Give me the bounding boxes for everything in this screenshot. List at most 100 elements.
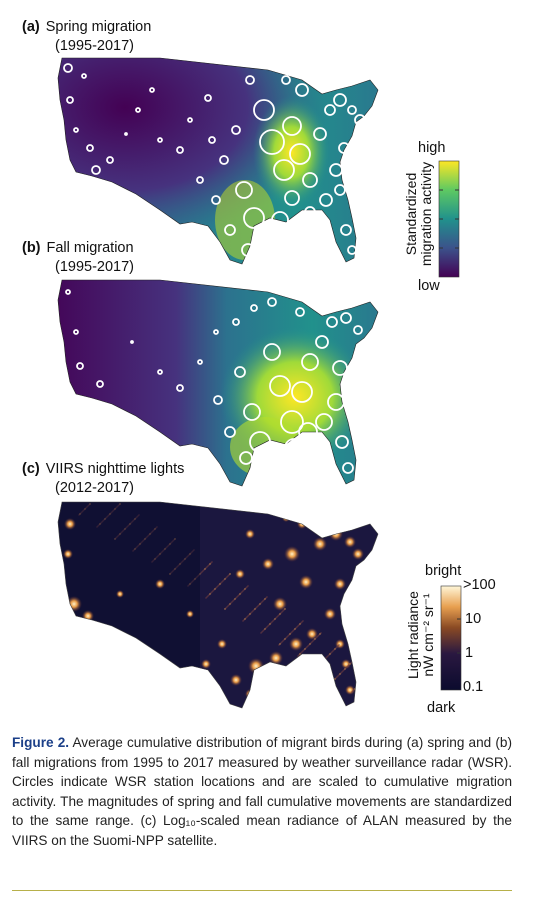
small-light-dot [228, 574, 230, 576]
small-light-dot [190, 552, 192, 554]
wsr-station-circle [91, 165, 101, 175]
small-light-dot [262, 630, 264, 632]
small-light-dot [334, 678, 336, 680]
wsr-station-circle [250, 304, 258, 312]
small-light-dot [270, 622, 272, 624]
wsr-station-circle [333, 93, 347, 107]
small-light-dot [277, 615, 279, 617]
wsr-station-circle [196, 176, 204, 184]
small-light-dot [317, 635, 319, 637]
wsr-station-circle [235, 181, 253, 199]
small-light-dot [205, 597, 207, 599]
small-light-dot [177, 565, 179, 567]
small-light-dot [260, 632, 262, 634]
wsr-station-circle [149, 87, 155, 93]
small-light-dot [352, 690, 354, 692]
wsr-station-circle [353, 325, 363, 335]
city-light-glow [269, 651, 283, 665]
small-light-dot [322, 660, 324, 662]
small-light-dot [248, 614, 250, 616]
wsr-station-circle [327, 393, 345, 411]
city-light-glow [116, 590, 124, 598]
wsr-station-circle [334, 184, 346, 196]
small-light-dot [326, 656, 328, 658]
wsr-station-circle [135, 107, 141, 113]
small-light-dot [338, 674, 340, 676]
panel-b-title-text: Fall migration [46, 240, 134, 256]
wsr-station-circle [130, 340, 134, 344]
small-light-dot [60, 672, 62, 674]
city-light-glow [282, 514, 290, 522]
wsr-station-circle [258, 232, 274, 248]
migration-colorbar-title-line1: Standardized [403, 172, 419, 256]
small-light-dot [296, 626, 298, 628]
small-light-dot [338, 644, 340, 646]
small-light-dot [82, 680, 84, 682]
small-light-dot [216, 586, 218, 588]
wsr-station-circle [73, 329, 79, 335]
small-light-dot [130, 522, 132, 524]
small-light-dot [151, 531, 153, 533]
small-light-dot [135, 517, 137, 519]
small-light-dot [65, 697, 67, 699]
migration-colorbar-title: Standardized migration activity [403, 154, 434, 274]
small-light-dot [284, 638, 286, 640]
small-light-dot [278, 614, 280, 616]
wsr-station-circle [245, 75, 255, 85]
small-light-dot [133, 519, 135, 521]
small-light-dot [96, 526, 98, 528]
small-light-dot [101, 521, 103, 523]
city-light-glow [66, 596, 82, 612]
small-light-dot [160, 552, 162, 554]
small-light-dot [64, 698, 66, 700]
small-light-dot [125, 527, 127, 529]
wsr-station-circle [157, 369, 163, 375]
small-light-dot [347, 665, 349, 667]
small-light-dot [311, 641, 313, 643]
wsr-station-circle [284, 438, 304, 458]
wsr-station-circle [65, 289, 71, 295]
small-light-dot [112, 510, 114, 512]
small-light-dot [261, 631, 263, 633]
small-light-dot [242, 620, 244, 622]
small-light-dot [237, 595, 239, 597]
small-light-dot [162, 550, 164, 552]
panel-c-years: (2012-2017) [55, 480, 134, 496]
spring-migration-map [57, 57, 379, 265]
panel-a-title: (a) Spring migration [22, 19, 151, 36]
wsr-station-circle [315, 335, 329, 349]
small-light-dot [193, 579, 195, 581]
small-light-dot [359, 683, 361, 685]
small-light-dot [301, 621, 303, 623]
small-light-dot [226, 576, 228, 578]
small-light-dot [249, 613, 251, 615]
city-light-glow [186, 610, 194, 618]
small-light-dot [224, 608, 226, 610]
wsr-station-circle [96, 380, 104, 388]
small-light-dot [173, 539, 175, 541]
small-light-dot [267, 625, 269, 627]
small-light-dot [198, 574, 200, 576]
small-light-dot [239, 593, 241, 595]
small-light-dot [289, 633, 291, 635]
small-light-dot [77, 685, 79, 687]
small-light-dot [271, 621, 273, 623]
small-light-dot [193, 549, 195, 551]
small-light-dot [229, 603, 231, 605]
wsr-station-circle [298, 422, 318, 442]
small-light-dot [120, 532, 122, 534]
small-light-dot [97, 695, 99, 697]
small-light-dot [288, 634, 290, 636]
small-light-dot [65, 667, 67, 669]
small-light-dot [185, 557, 187, 559]
small-light-dot [189, 583, 191, 585]
small-light-dot [306, 646, 308, 648]
small-light-dot [207, 595, 209, 597]
small-light-dot [113, 509, 115, 511]
small-light-dot [227, 605, 229, 607]
light-colorbar [440, 585, 462, 691]
small-light-dot [61, 701, 63, 703]
figure-caption-text: Average cumulative distribution of migra… [12, 735, 513, 848]
small-light-dot [294, 628, 296, 630]
wsr-station-circle [280, 410, 304, 434]
